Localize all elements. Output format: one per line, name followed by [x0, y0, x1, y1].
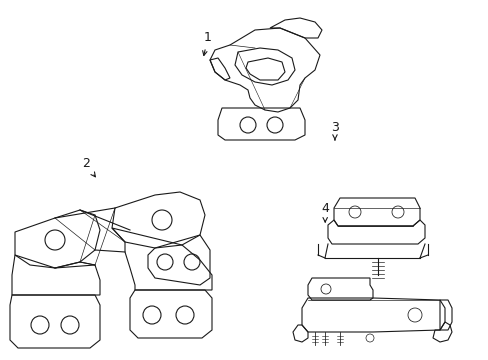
Text: 4: 4: [321, 202, 328, 222]
Text: 2: 2: [81, 157, 95, 177]
Text: 3: 3: [330, 121, 338, 140]
Text: 1: 1: [202, 31, 211, 55]
